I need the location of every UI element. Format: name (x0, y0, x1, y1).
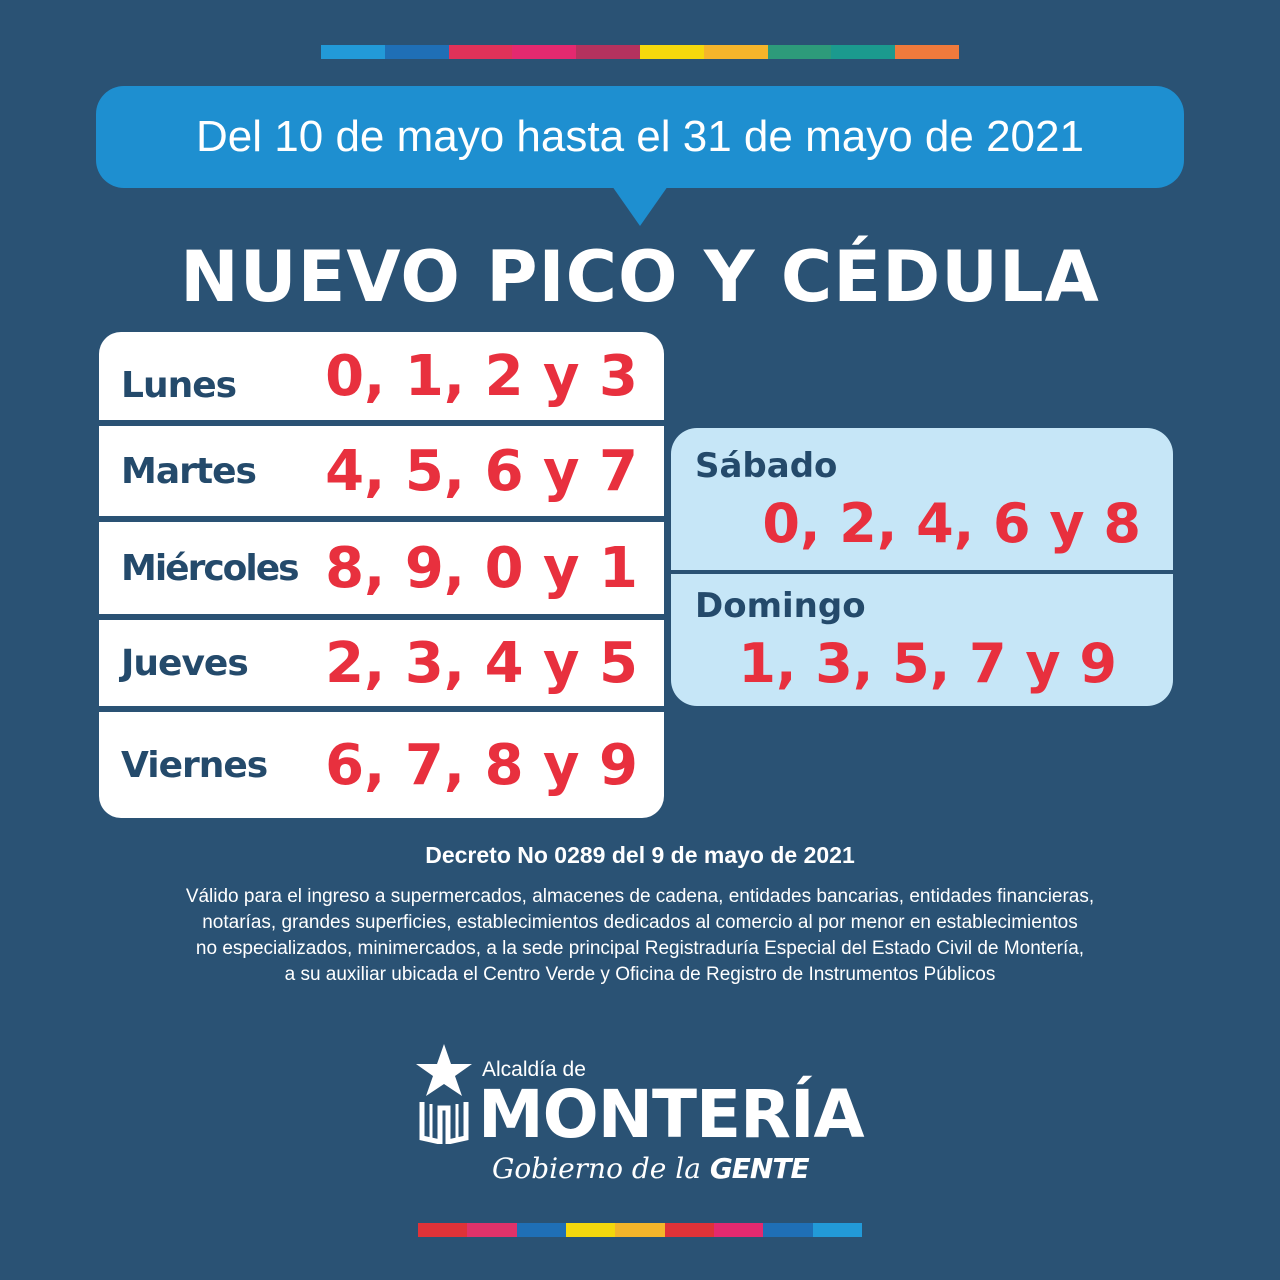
stripe-segment (763, 1223, 813, 1237)
stripe-segment (895, 45, 959, 59)
day-digits-sabado: 0, 2, 4, 6 y 8 (762, 492, 1141, 555)
stripe-segment (713, 1223, 764, 1237)
day-digits: 0, 1, 2 y 3 (325, 343, 638, 409)
day-digits: 6, 7, 8 y 9 (325, 732, 638, 798)
date-range-text: Del 10 de mayo hasta el 31 de mayo de 20… (196, 112, 1084, 161)
day-label: Viernes (121, 744, 268, 786)
stripe-segment (467, 1223, 517, 1237)
bottom-color-stripe (418, 1223, 862, 1237)
logo-slogan-script: Gobierno de la (492, 1152, 701, 1185)
stripe-segment (565, 1223, 616, 1237)
stripe-segment (767, 45, 832, 59)
weekday-schedule-card: Lunes 0, 1, 2 y 3 Martes 4, 5, 6 y 7 Mié… (99, 332, 664, 818)
logo-city-name: MONTERÍA (478, 1076, 865, 1153)
day-digits: 4, 5, 6 y 7 (325, 438, 638, 504)
validity-line: Válido para el ingreso a supermercados, … (185, 886, 1095, 907)
day-digits: 8, 9, 0 y 1 (325, 535, 638, 601)
day-label: Jueves (121, 642, 249, 684)
schedule-row-lunes: Lunes 0, 1, 2 y 3 (99, 332, 664, 426)
schedule-row-jueves: Jueves 2, 3, 4 y 5 (99, 620, 664, 712)
validity-line: no especializados, minimercados, a la se… (195, 938, 1085, 959)
day-label: Lunes (121, 364, 237, 406)
day-label-sabado: Sábado (695, 446, 838, 486)
day-label: Miércoles (121, 547, 300, 589)
stripe-segment (812, 1223, 862, 1237)
stripe-segment (321, 45, 385, 59)
schedule-row-viernes: Viernes 6, 7, 8 y 9 (99, 712, 664, 818)
day-digits-domingo: 1, 3, 5, 7 y 9 (738, 632, 1117, 695)
page-title: NUEVO PICO Y CÉDULA (180, 236, 1100, 318)
date-range-bubble: Del 10 de mayo hasta el 31 de mayo de 20… (96, 86, 1184, 188)
stripe-segment (384, 45, 449, 59)
validity-line: a su auxiliar ubicada el Centro Verde y … (284, 964, 996, 985)
stripe-segment (703, 45, 768, 59)
validity-line: notarías, grandes superficies, estableci… (202, 912, 1078, 933)
weekend-schedule-card: Sábado 0, 2, 4, 6 y 8 Domingo 1, 3, 5, 7… (671, 428, 1173, 706)
top-color-stripe (321, 45, 959, 59)
logo-slogan-bold: GENTE (709, 1152, 810, 1185)
bubble-tail (612, 186, 668, 226)
schedule-row-martes: Martes 4, 5, 6 y 7 (99, 426, 664, 522)
stripe-segment (418, 1223, 468, 1237)
logo-small-text: Alcaldía de (482, 1058, 586, 1081)
schedule-row-miercoles: Miércoles 8, 9, 0 y 1 (99, 522, 664, 620)
weekend-divider (671, 570, 1173, 574)
day-label-domingo: Domingo (695, 586, 866, 626)
stripe-segment (615, 1223, 665, 1237)
stripe-segment (448, 45, 513, 59)
day-label: Martes (121, 450, 257, 492)
stripe-segment (576, 45, 640, 59)
decree-text: Decreto No 0289 del 9 de mayo de 2021 (425, 842, 855, 868)
logo-slogan: Gobierno de la GENTE (492, 1152, 810, 1185)
stripe-segment (512, 45, 577, 59)
stripe-segment (516, 1223, 566, 1237)
stripe-segment (831, 45, 896, 59)
stripe-segment (664, 1223, 714, 1237)
stripe-segment (639, 45, 704, 59)
day-digits: 2, 3, 4 y 5 (325, 630, 638, 696)
star-emblem-icon (416, 1044, 472, 1144)
validity-text: Válido para el ingreso a supermercados, … (90, 884, 1190, 988)
